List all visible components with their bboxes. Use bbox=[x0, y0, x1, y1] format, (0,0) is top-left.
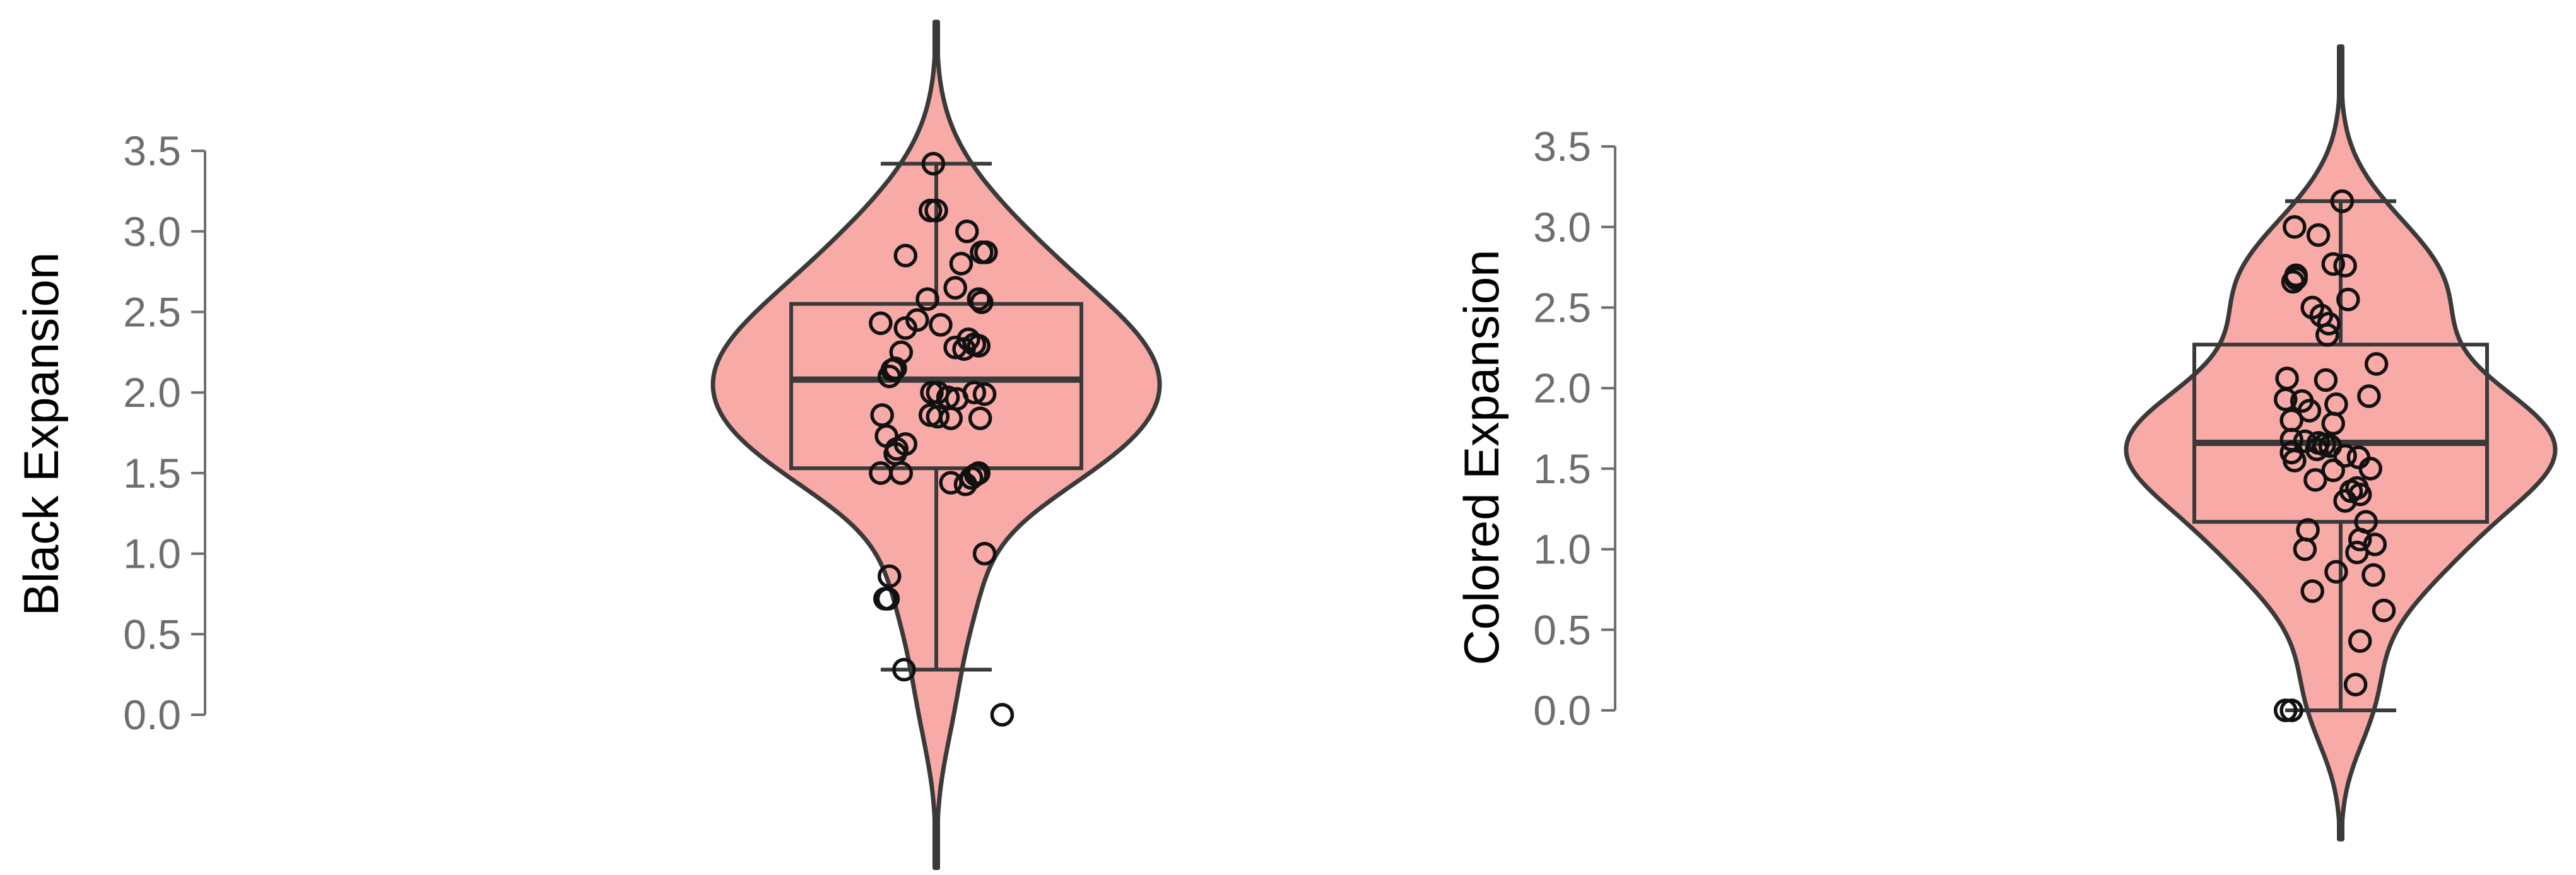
data-point bbox=[915, 287, 939, 311]
y-tick-label: 0.0 bbox=[1533, 687, 1591, 734]
data-point bbox=[967, 334, 991, 358]
data-point bbox=[990, 703, 1015, 727]
y-tick-label: 3.0 bbox=[123, 208, 181, 255]
y-tick-label: 1.5 bbox=[1533, 445, 1591, 492]
y-tick-label: 3.5 bbox=[123, 127, 181, 174]
data-point bbox=[924, 198, 948, 223]
data-point bbox=[2364, 352, 2389, 376]
data-point bbox=[2343, 672, 2368, 696]
data-point bbox=[2281, 269, 2305, 294]
data-point bbox=[972, 382, 997, 406]
y-tick-label: 0.0 bbox=[123, 691, 181, 738]
data-point bbox=[974, 240, 998, 264]
data-point bbox=[2357, 384, 2381, 408]
data-point bbox=[2333, 254, 2357, 278]
data-point bbox=[943, 335, 967, 360]
black-expansion-panel: 0.0 0.5 1.0 1.5 2.0 2.5 3.0 3.5 Black Expansion bbox=[13, 20, 1162, 871]
violin-shape bbox=[710, 20, 1162, 871]
data-point bbox=[878, 564, 902, 589]
data-point bbox=[2315, 323, 2339, 347]
data-point bbox=[2293, 537, 2317, 561]
data-point bbox=[2283, 449, 2307, 473]
y-tick-label: 2.0 bbox=[1533, 365, 1591, 411]
data-point bbox=[949, 252, 973, 276]
data-point bbox=[2303, 468, 2327, 492]
data-point bbox=[893, 316, 918, 340]
data-point bbox=[939, 471, 963, 495]
data-point bbox=[952, 337, 976, 361]
data-point bbox=[921, 151, 946, 176]
data-point bbox=[2333, 443, 2357, 468]
data-point bbox=[929, 313, 953, 337]
data-point bbox=[889, 461, 914, 485]
y-axis-title: Black Expansion bbox=[13, 252, 69, 616]
data-point bbox=[2345, 540, 2369, 565]
data-point bbox=[972, 541, 997, 566]
data-point bbox=[970, 290, 994, 314]
data-point bbox=[926, 404, 950, 429]
data-point bbox=[2305, 437, 2329, 462]
data-point bbox=[2348, 629, 2372, 653]
data-point bbox=[967, 287, 991, 311]
data-point bbox=[2297, 399, 2322, 423]
data-point bbox=[2336, 287, 2360, 312]
y-tick-label: 1.5 bbox=[123, 450, 181, 496]
data-point bbox=[2284, 266, 2308, 291]
data-point bbox=[2283, 215, 2307, 239]
y-tick-label: 3.0 bbox=[1533, 204, 1591, 250]
data-point bbox=[2306, 223, 2331, 247]
data-point bbox=[2348, 527, 2372, 552]
data-point bbox=[2321, 458, 2345, 483]
data-point bbox=[2279, 698, 2303, 722]
data-point bbox=[968, 406, 992, 430]
data-point bbox=[2321, 411, 2345, 436]
y-tick-label: 2.0 bbox=[123, 369, 181, 416]
data-point bbox=[2314, 368, 2338, 392]
y-tick-label: 0.5 bbox=[123, 611, 181, 657]
data-point bbox=[2321, 252, 2345, 276]
y-tick-label: 1.0 bbox=[123, 531, 181, 577]
data-point bbox=[873, 587, 897, 611]
y-tick-label: 0.5 bbox=[1533, 606, 1591, 653]
y-tick-label: 1.0 bbox=[1533, 526, 1591, 573]
data-point bbox=[2348, 483, 2372, 507]
data-point bbox=[2372, 598, 2396, 623]
data-point bbox=[953, 473, 978, 496]
data-point bbox=[939, 406, 963, 430]
data-point bbox=[869, 311, 893, 336]
data-point bbox=[2358, 457, 2382, 481]
data-point bbox=[878, 364, 902, 389]
data-point bbox=[2317, 312, 2341, 336]
y-tick-label: 2.5 bbox=[123, 289, 181, 336]
y-tick-label: 3.5 bbox=[1533, 123, 1591, 170]
data-point bbox=[893, 244, 918, 267]
data-point bbox=[2324, 560, 2348, 584]
data-point bbox=[943, 276, 967, 300]
data-point bbox=[2333, 489, 2357, 513]
y-axis-title: Colored Expansion bbox=[1454, 249, 1509, 665]
data-point bbox=[905, 308, 929, 332]
data-point bbox=[2273, 387, 2298, 411]
iqr-box bbox=[2192, 343, 2489, 524]
y-tick-label: 2.5 bbox=[1533, 285, 1591, 331]
data-point bbox=[955, 220, 979, 244]
data-point bbox=[2330, 189, 2355, 213]
colored-expansion-panel: 0.0 0.5 1.0 1.5 2.0 2.5 3.0 3.5 Colored Expansio… bbox=[1454, 44, 2558, 842]
data-point bbox=[2361, 563, 2385, 587]
data-point bbox=[2300, 579, 2324, 603]
data-point bbox=[892, 657, 916, 682]
